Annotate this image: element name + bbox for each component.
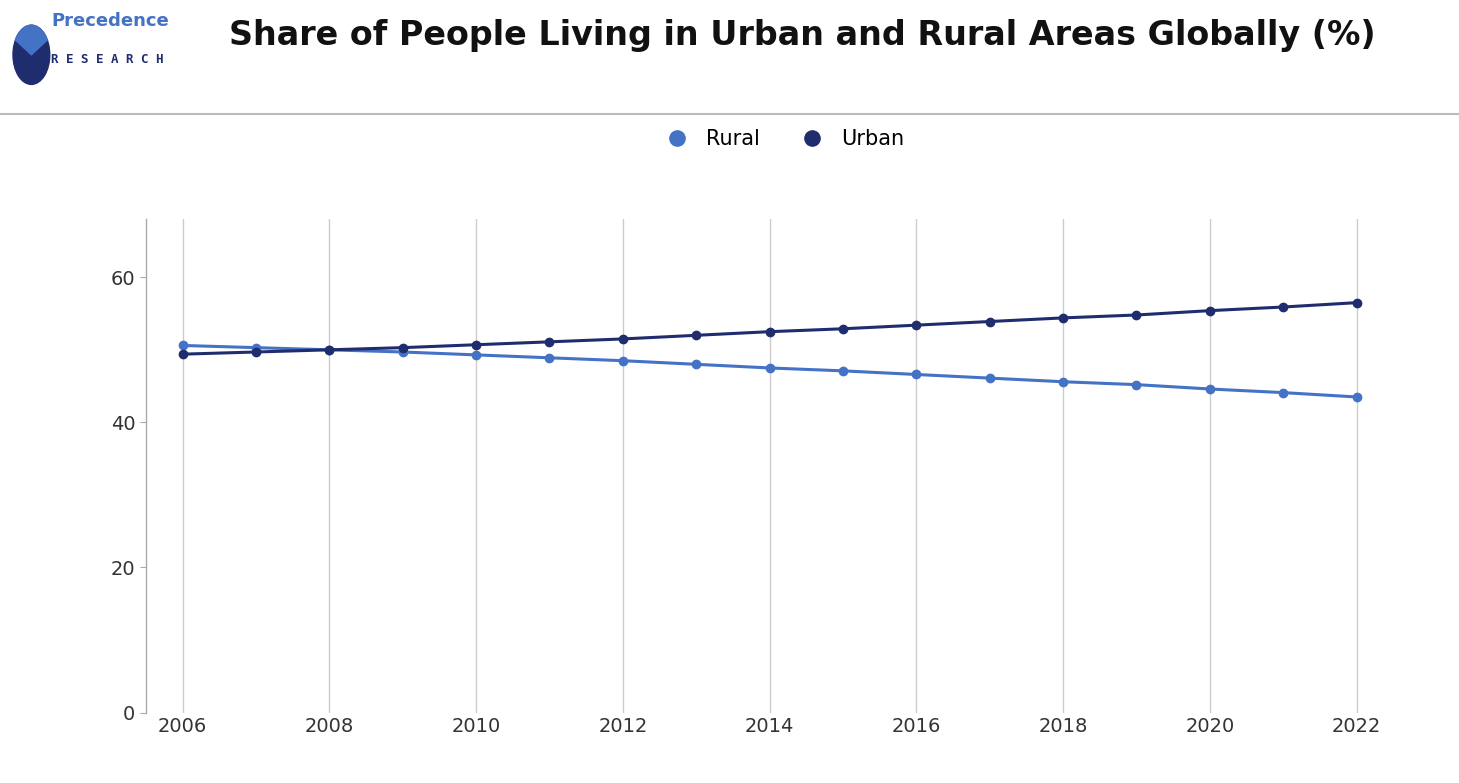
Urban bbox=[614, 334, 632, 344]
Urban bbox=[1348, 298, 1366, 308]
Rural bbox=[1274, 388, 1291, 397]
Urban bbox=[1128, 310, 1145, 319]
Circle shape bbox=[13, 25, 50, 85]
Rural bbox=[467, 350, 484, 359]
Urban bbox=[907, 320, 925, 330]
Urban bbox=[247, 348, 264, 357]
Urban bbox=[467, 340, 484, 349]
Rural bbox=[614, 356, 632, 366]
Text: R E S E A R C H: R E S E A R C H bbox=[51, 53, 163, 67]
Urban bbox=[1201, 306, 1218, 316]
Text: Share of People Living in Urban and Rural Areas Globally (%): Share of People Living in Urban and Rura… bbox=[229, 19, 1376, 52]
Rural bbox=[1128, 380, 1145, 389]
Urban bbox=[541, 337, 559, 347]
Rural bbox=[321, 345, 338, 355]
Urban bbox=[1055, 313, 1072, 323]
Rural bbox=[174, 341, 191, 350]
Urban bbox=[174, 349, 191, 359]
Line: Rural: Rural bbox=[178, 341, 1361, 401]
Rural bbox=[394, 348, 411, 357]
Rural bbox=[760, 363, 778, 373]
Rural bbox=[835, 366, 852, 376]
Urban bbox=[1274, 302, 1291, 312]
Wedge shape bbox=[16, 25, 47, 55]
Rural bbox=[247, 343, 264, 352]
Legend: Rural, Urban: Rural, Urban bbox=[648, 121, 913, 158]
Urban bbox=[321, 345, 338, 355]
Line: Urban: Urban bbox=[178, 298, 1361, 359]
Rural bbox=[907, 370, 925, 379]
Urban bbox=[760, 327, 778, 337]
Urban bbox=[394, 343, 411, 352]
Text: Precedence: Precedence bbox=[51, 12, 169, 30]
Urban bbox=[980, 317, 998, 327]
Rural bbox=[1201, 384, 1218, 394]
Rural bbox=[1055, 377, 1072, 387]
Rural bbox=[980, 373, 998, 383]
Rural bbox=[1348, 392, 1366, 402]
Rural bbox=[687, 359, 705, 369]
Rural bbox=[541, 353, 559, 363]
Urban bbox=[835, 324, 852, 334]
Urban bbox=[687, 330, 705, 340]
